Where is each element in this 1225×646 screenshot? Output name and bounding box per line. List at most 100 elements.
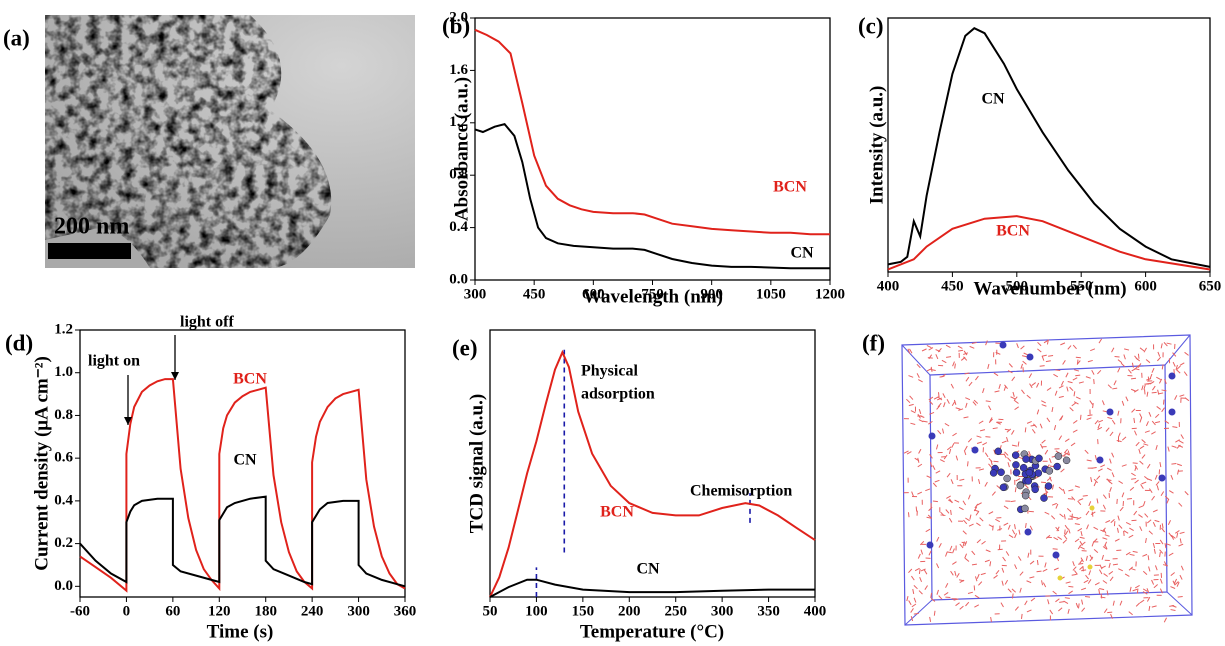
water: [1057, 536, 1063, 540]
water: [952, 432, 957, 437]
water: [1171, 463, 1177, 465]
water: [1007, 370, 1013, 374]
water: [1097, 426, 1103, 431]
water: [1111, 472, 1115, 478]
water: [1072, 344, 1077, 350]
water: [995, 518, 1000, 523]
water: [1013, 396, 1018, 401]
water: [906, 596, 909, 602]
water: [907, 348, 911, 354]
water: [943, 402, 946, 408]
x-tick-label: 240: [301, 603, 324, 619]
water: [1074, 538, 1080, 543]
water: [1137, 353, 1140, 359]
water: [1132, 588, 1138, 592]
water: [1063, 452, 1069, 456]
water: [993, 372, 999, 377]
water: [1087, 359, 1093, 363]
water: [929, 616, 932, 622]
water: [979, 517, 984, 522]
water: [1159, 549, 1164, 554]
series-label: CN: [636, 561, 660, 578]
water: [1015, 478, 1021, 482]
water: [914, 457, 920, 462]
water: [973, 399, 979, 404]
water: [1024, 522, 1027, 529]
water: [962, 530, 967, 535]
water: [1094, 455, 1098, 461]
water: [1078, 498, 1084, 501]
line-series: [489, 349, 816, 598]
water: [1014, 406, 1020, 411]
water: [935, 354, 939, 360]
water: [1153, 548, 1156, 554]
water: [1118, 568, 1124, 572]
water: [1018, 529, 1021, 535]
water: [956, 572, 960, 578]
water: [1119, 600, 1123, 606]
water: [1126, 497, 1132, 500]
water: [1001, 440, 1007, 444]
water: [1151, 391, 1157, 394]
water: [1155, 444, 1158, 451]
water: [958, 408, 964, 411]
atom: [1019, 463, 1028, 472]
water: [963, 450, 967, 456]
water: [974, 604, 980, 608]
water: [1087, 414, 1093, 417]
water: [1036, 560, 1039, 566]
water: [936, 405, 941, 410]
water: [1132, 550, 1138, 553]
water: [1010, 500, 1016, 503]
water: [1184, 491, 1189, 496]
water: [1039, 443, 1044, 449]
water: [1063, 534, 1068, 540]
annotation: light on: [88, 353, 140, 370]
water: [1143, 347, 1147, 353]
water: [903, 450, 909, 454]
water: [1147, 555, 1150, 561]
water: [1177, 596, 1183, 598]
water: [1123, 354, 1126, 360]
water: [1043, 339, 1049, 344]
water: [921, 348, 927, 352]
water: [936, 589, 939, 595]
water: [938, 392, 940, 398]
water: [1086, 417, 1092, 420]
water: [1084, 449, 1089, 454]
water: [969, 345, 975, 349]
water: [933, 396, 939, 400]
atom: [1044, 482, 1053, 490]
annotation: adsorption: [581, 386, 655, 403]
water: [1041, 580, 1044, 586]
water: [1077, 544, 1082, 550]
water: [1171, 534, 1176, 539]
water: [967, 494, 971, 500]
x-tick-label: 500: [1006, 278, 1029, 294]
series-label: CN: [233, 452, 257, 469]
water: [936, 397, 942, 401]
water: [918, 408, 922, 415]
ion: [1106, 408, 1114, 416]
water: [1079, 546, 1085, 550]
line-series: [887, 27, 1211, 268]
water: [1110, 519, 1115, 524]
water: [1152, 521, 1156, 527]
water: [1146, 463, 1151, 469]
water: [1060, 468, 1065, 473]
y-tick-label: 0.4: [449, 219, 468, 235]
water: [964, 553, 968, 559]
water: [965, 376, 970, 382]
ion: [1168, 408, 1176, 416]
water: [988, 463, 993, 468]
water: [1143, 384, 1146, 390]
water: [969, 514, 972, 520]
water: [941, 359, 947, 364]
water: [927, 514, 933, 519]
water: [1051, 406, 1054, 413]
water: [1166, 342, 1172, 345]
water: [1102, 537, 1108, 540]
water: [1112, 387, 1118, 390]
water: [1174, 395, 1178, 401]
water: [1139, 460, 1144, 465]
